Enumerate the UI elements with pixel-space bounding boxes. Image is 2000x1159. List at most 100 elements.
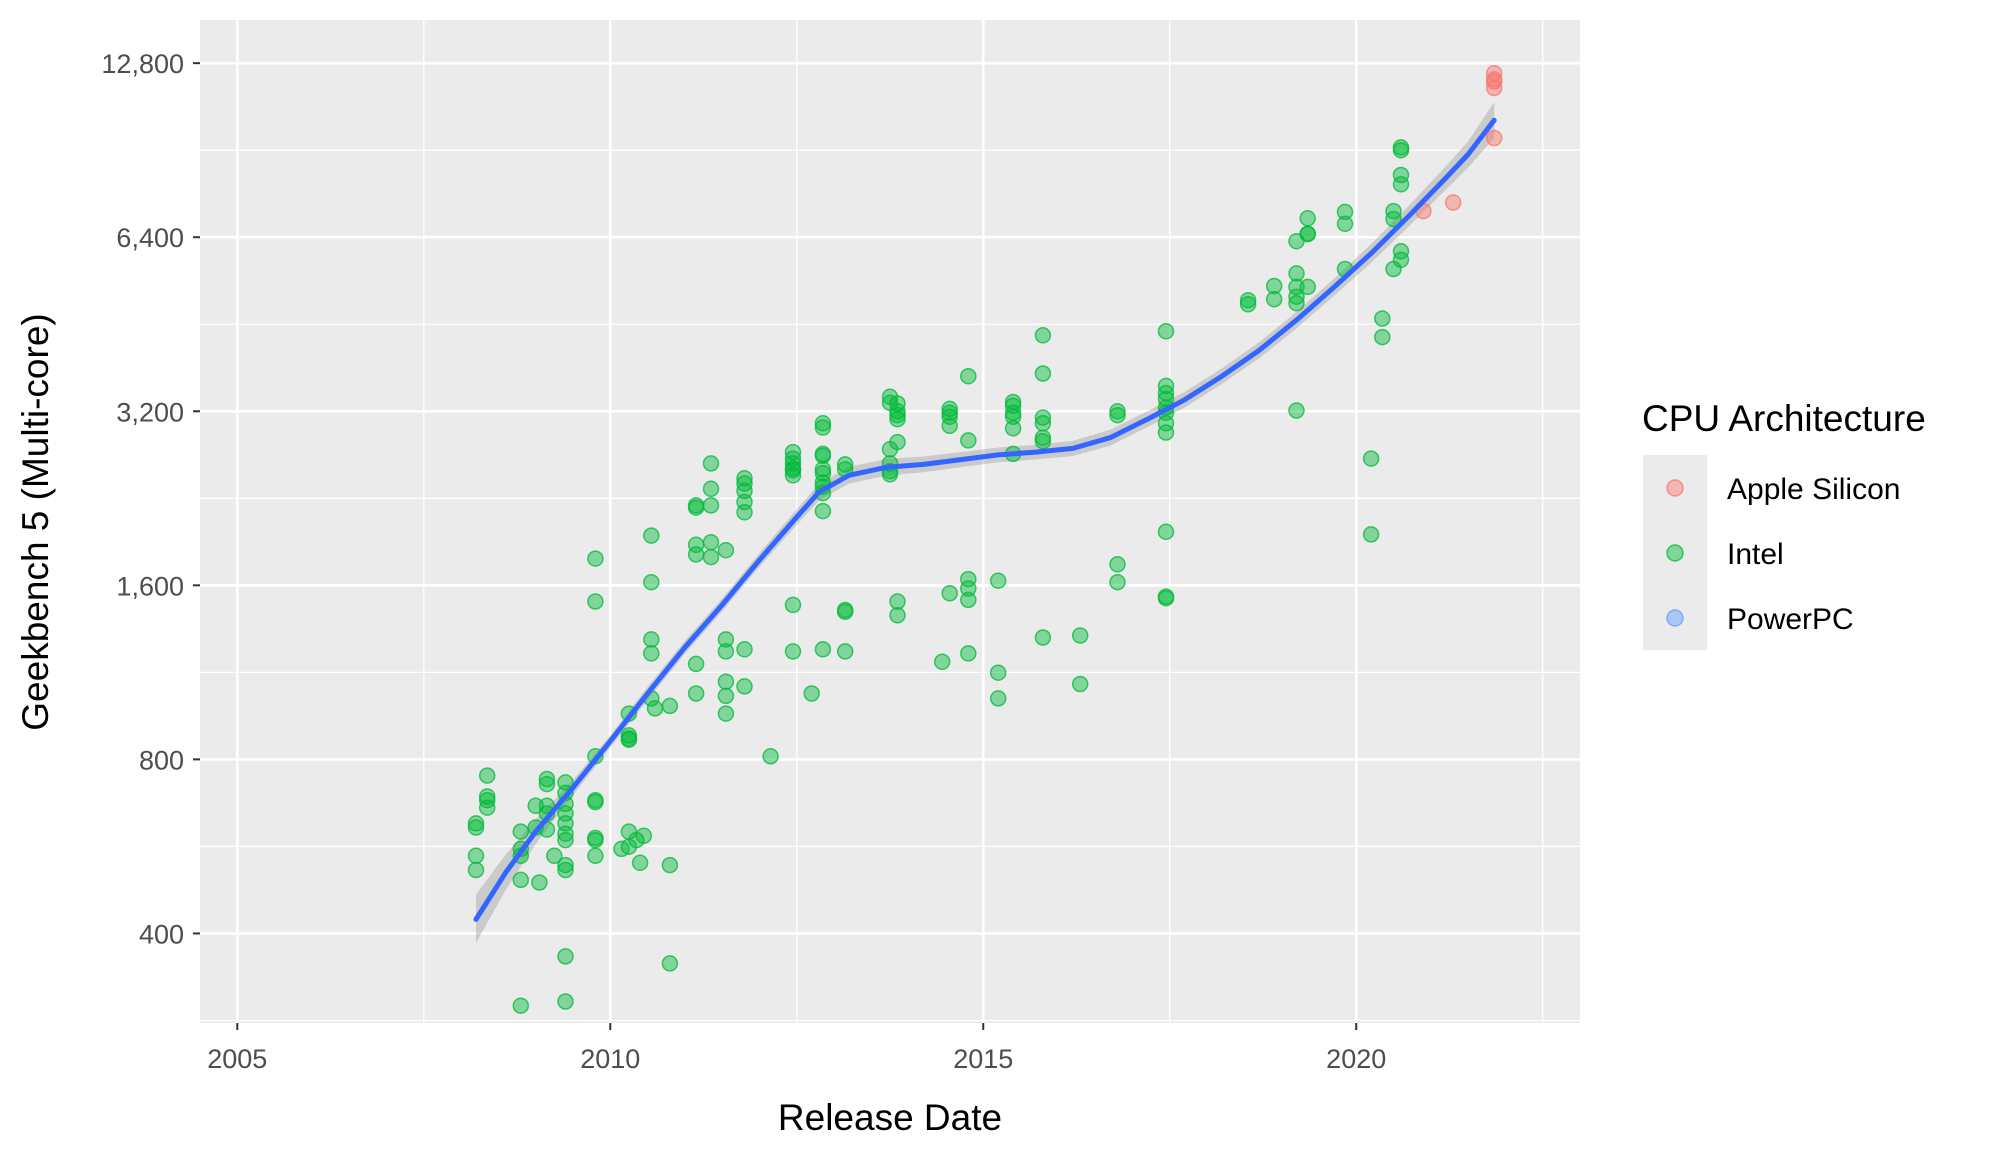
data-point-intel [960,580,977,597]
data-point-intel [1034,629,1052,646]
data-point-intel [557,993,574,1010]
data-point-intel [941,408,958,426]
data-point-intel [538,770,556,788]
data-point-intel [1392,166,1410,184]
data-point-intel [1392,141,1410,159]
data-point-intel [587,793,604,811]
data-point-intel [717,705,735,722]
x-axis-ticks: 2005 2010 2015 2020 [207,1023,1386,1074]
data-point-intel [661,955,679,972]
data-point-intel [467,847,485,865]
data-point-intel [1385,210,1402,228]
data-point-intel [814,465,832,482]
data-point-intel [736,504,753,521]
x-tick-label: 2010 [580,1044,640,1074]
legend: CPU Architecture Apple Silicon Intel Power… [1642,398,1926,650]
data-point-intel [1157,390,1175,408]
data-point-intel [941,585,958,602]
data-point-intel [1034,409,1052,426]
data-point-intel [1362,450,1380,467]
data-point-intel [587,831,604,849]
legend-key-powerpc [1666,609,1684,627]
data-point-intel [1288,265,1305,282]
plot-panel [200,20,1580,1023]
data-point-intel [1109,573,1126,591]
data-point-intel [1265,290,1283,308]
data-point-intel [1336,215,1354,233]
x-tick-label: 2015 [953,1044,1013,1074]
data-point-intel [1265,277,1283,295]
data-point-intel [557,856,574,874]
data-point-intel [635,827,653,845]
data-point-apple-silicon [1485,79,1503,97]
data-point-intel [736,482,753,500]
data-point-intel [687,685,705,702]
data-point-intel [960,645,977,662]
data-point-intel [643,573,660,591]
data-point-intel [1109,406,1126,424]
y-axis-ticks: 400 800 1,600 3,200 6,400 12,800 [101,49,200,949]
data-point-intel [1362,526,1380,543]
data-point-intel [1071,627,1089,644]
data-point-intel [960,367,977,385]
data-point-apple-silicon [1444,194,1462,211]
data-point-intel [687,546,705,563]
data-point-intel [717,541,735,559]
data-point-intel [512,997,530,1014]
x-tick-label: 2020 [1326,1044,1386,1074]
data-point-intel [717,687,735,705]
data-point-intel [814,641,832,658]
data-point-intel [989,572,1007,589]
data-point-intel [702,455,720,472]
data-point-apple-silicon [1485,71,1503,88]
y-axis-title: Geekbench 5 (Multi-core) [15,313,56,730]
data-point-intel [587,847,604,865]
y-tick-label: 6,400 [116,223,184,253]
data-point-intel [467,815,485,832]
data-point-intel [661,856,679,874]
data-point-intel [1374,310,1391,327]
data-point-intel [814,447,832,465]
data-point-intel [478,788,496,805]
data-point-intel [661,697,679,715]
data-point-intel [784,596,802,614]
data-point-intel [784,467,802,484]
data-point-intel [512,871,530,889]
data-point-intel [467,819,485,836]
data-point-intel [620,731,638,749]
x-axis-title: Release Date [778,1097,1002,1138]
data-point-intel [1034,432,1052,450]
data-point-intel [814,461,832,478]
data-point-intel [1157,323,1175,340]
data-point-intel [889,593,906,610]
data-point-intel [1299,278,1316,296]
smooth-line [473,117,1497,922]
data-point-intel [836,643,854,660]
data-point-intel [687,499,705,516]
data-point-intel [1157,589,1175,607]
data-point-intel [1109,556,1126,573]
smooth-trend-line [473,117,1497,922]
data-point-intel [702,533,720,551]
data-point-intel [478,767,496,784]
scatter-points [467,64,1503,1014]
data-point-intel [587,550,604,567]
x-tick-label: 2005 [207,1044,267,1074]
data-point-intel [702,497,720,514]
y-tick-label: 1,600 [116,571,184,601]
data-point-intel [1034,415,1052,432]
data-point-intel [587,593,604,610]
data-point-intel [836,456,854,473]
y-tick-label: 12,800 [101,49,184,79]
data-point-intel [989,690,1007,707]
data-point-intel [784,443,802,461]
data-point-intel [1239,291,1257,309]
data-point-intel [1299,210,1316,227]
data-point-intel [1392,243,1410,260]
data-point-intel [889,607,906,624]
minor-gridlines [200,20,1580,1023]
data-point-intel [736,470,753,487]
data-point-intel [889,433,906,451]
data-point-intel [643,631,660,648]
